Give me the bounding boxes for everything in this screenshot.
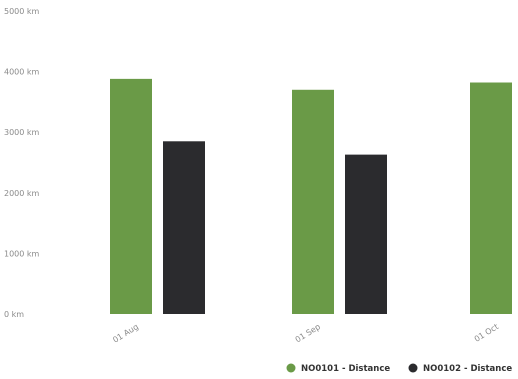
y-tick-label: 2000 km [4, 189, 40, 198]
x-axis: 01 Aug 01 Sep 01 Oct [111, 322, 500, 345]
y-tick-label: 5000 km [4, 7, 40, 16]
y-axis: 0 km 1000 km 2000 km 3000 km 4000 km 5000 km [4, 7, 40, 319]
legend-label: NO0102 - Distance [423, 364, 512, 374]
x-tick-label: 01 Oct [473, 322, 500, 344]
bar-no0102-1[interactable] [345, 154, 387, 314]
y-tick-label: 4000 km [4, 68, 40, 77]
bar-no0102-0[interactable] [163, 141, 205, 314]
bar-no0101-0[interactable] [110, 78, 152, 314]
y-tick-label: 0 km [4, 310, 24, 319]
x-tick-label: 01 Sep [294, 322, 322, 344]
bar-no0101-2[interactable] [470, 82, 512, 315]
legend-item-no0102[interactable]: NO0102 - Distance [408, 363, 513, 375]
bars [110, 78, 512, 315]
bar-no0101-1[interactable] [292, 89, 334, 314]
legend-item-no0101[interactable]: NO0101 - Distance [286, 363, 391, 375]
legend-label: NO0101 - Distance [301, 364, 390, 374]
x-tick-label: 01 Aug [111, 322, 140, 345]
legend-marker [286, 363, 296, 373]
legend-marker [408, 363, 418, 373]
legend[interactable]: NO0101 - Distance NO0102 - Distance [286, 363, 513, 375]
y-tick-label: 3000 km [4, 128, 40, 137]
y-tick-label: 1000 km [4, 249, 40, 258]
